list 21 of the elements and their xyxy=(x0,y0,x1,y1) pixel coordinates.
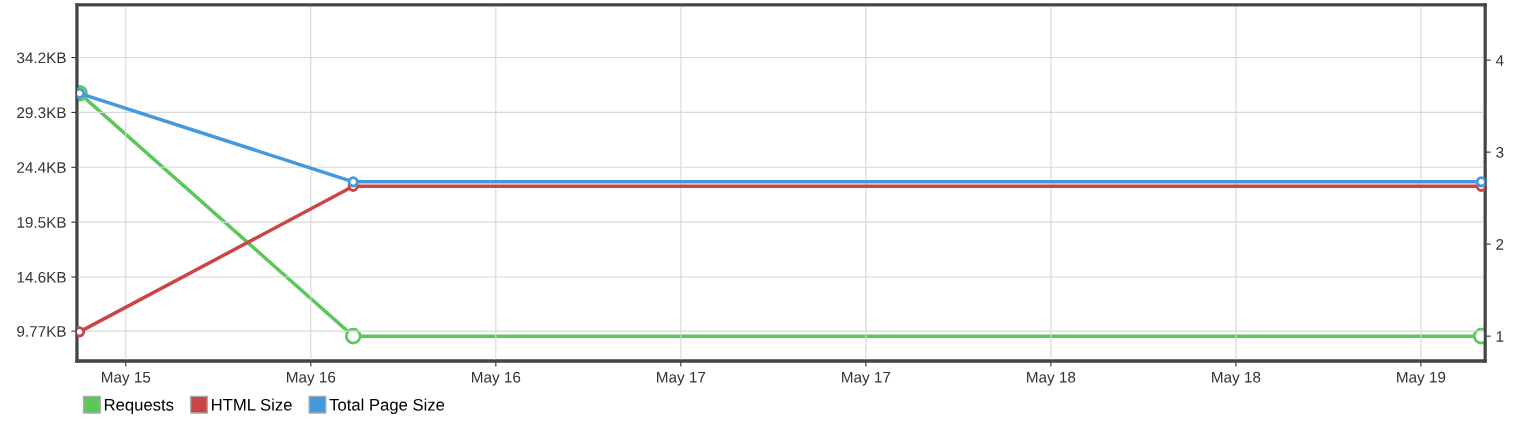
y-tick-label: 24.4KB xyxy=(17,162,66,173)
legend-label: Total Page Size xyxy=(329,398,445,414)
x-tick-label: May 17 xyxy=(657,371,706,386)
y-tick-label: 14.6KB xyxy=(17,271,66,283)
x-tick-label: May 18 xyxy=(1212,371,1261,386)
x-tick-label: May 18 xyxy=(1027,371,1076,386)
x-tick-label: May 15 xyxy=(101,371,151,386)
x-tick-label: May 19 xyxy=(1397,371,1446,386)
legend-label: HTML Size xyxy=(212,398,292,411)
y-tick-label: 9.77KB xyxy=(17,325,66,337)
x-tick-label: May 16 xyxy=(472,371,521,386)
y2-tick-label: 1 xyxy=(1496,331,1504,342)
legend-label: Requests xyxy=(104,399,174,414)
x-tick-label: May 16 xyxy=(287,371,336,386)
y-tick-label: 19.5KB xyxy=(17,217,66,228)
y-tick-label: 34.2KB xyxy=(17,52,66,64)
y2-tick-label: 3 xyxy=(1496,147,1504,158)
y-tick-label: 29.3KB xyxy=(17,107,66,119)
y2-tick-label: 2 xyxy=(1496,239,1504,250)
x-tick-label: May 17 xyxy=(842,371,891,386)
y2-tick-label: 4 xyxy=(1495,55,1504,66)
